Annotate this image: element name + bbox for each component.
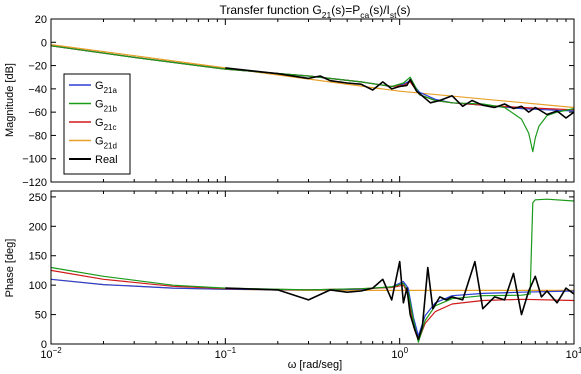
phase-x-label: ω [rad/seg] [288,359,342,371]
legend-entries: G21a G21b G21c G21d Real [69,80,118,166]
phase-y-ticks: 0 50 100 150 200 250 [29,192,574,351]
title-prefix: Transfer function G [219,3,321,17]
title-suffix: (s) [397,3,411,17]
legend-label-g21a: G21a [95,80,117,95]
magnitude-line-g21d [50,44,575,109]
legend-label-g21d: G21d [95,136,117,151]
magnitude-y-tick-label: −20 [28,61,47,73]
title-sub1: 21 [322,10,332,20]
magnitude-y-tick-label: −80 [28,130,47,142]
magnitude-x-ticks [50,19,575,182]
title-sub3: st [390,10,397,20]
magnitude-y-tick-label: −60 [28,107,47,119]
phase-y-tick-label: 250 [29,192,47,204]
phase-plot-area [51,191,574,344]
magnitude-panel: 20 0 −20 −40 −60 −80 −100 −120 Magnitude [dB] [4,14,575,189]
phase-y-tick-label: 100 [29,280,47,292]
phase-y-tick-label: 0 [41,339,47,351]
x-tick-label: 101 [566,346,581,361]
phase-line-real [225,260,575,341]
magnitude-y-tick-label: −120 [22,177,47,189]
phase-x-ticks: 10−2 10−1 100 101 [40,191,581,361]
legend-box [63,73,131,175]
phase-y-label: Phase [deg] [4,239,16,298]
magnitude-y-tick-label: 20 [35,14,47,26]
magnitude-y-label: Magnitude [dB] [4,63,16,137]
chart-title: Transfer function G21(s)=Pca(s)/Ist(s) [219,3,410,20]
title-mid2: (s)/I [369,3,390,17]
x-tick-label: 10−1 [215,346,237,361]
title-mid1: (s)=P [331,3,360,17]
magnitude-series-group [50,44,575,153]
legend: G21a G21b G21c G21d Real [63,73,131,175]
legend-label-real: Real [95,154,118,166]
legend-label-g21b: G21b [95,99,117,114]
magnitude-plot-area [51,19,574,182]
title-sub2: ca [360,10,369,20]
x-tick-label: 10−2 [40,346,62,361]
phase-y-tick-label: 200 [29,221,47,233]
magnitude-y-ticks: 20 0 −20 −40 −60 −80 −100 −120 [22,14,574,189]
magnitude-axes-frame [50,18,575,183]
x-tick-label: 100 [391,346,408,361]
magnitude-y-tick-label: −40 [28,84,47,96]
phase-panel: 0 50 100 150 200 250 10−2 10−1 100 101 Phase [de… [4,190,581,371]
magnitude-y-tick-label: 0 [41,37,47,49]
phase-series-group [50,198,575,343]
phase-y-tick-label: 150 [29,251,47,263]
magnitude-y-tick-label: −100 [22,154,47,166]
phase-axes-frame [50,190,575,345]
magnitude-line-real [225,67,575,119]
phase-line-g21a [50,278,575,337]
legend-label-g21c: G21c [95,117,116,132]
phase-y-tick-label: 50 [35,310,47,322]
